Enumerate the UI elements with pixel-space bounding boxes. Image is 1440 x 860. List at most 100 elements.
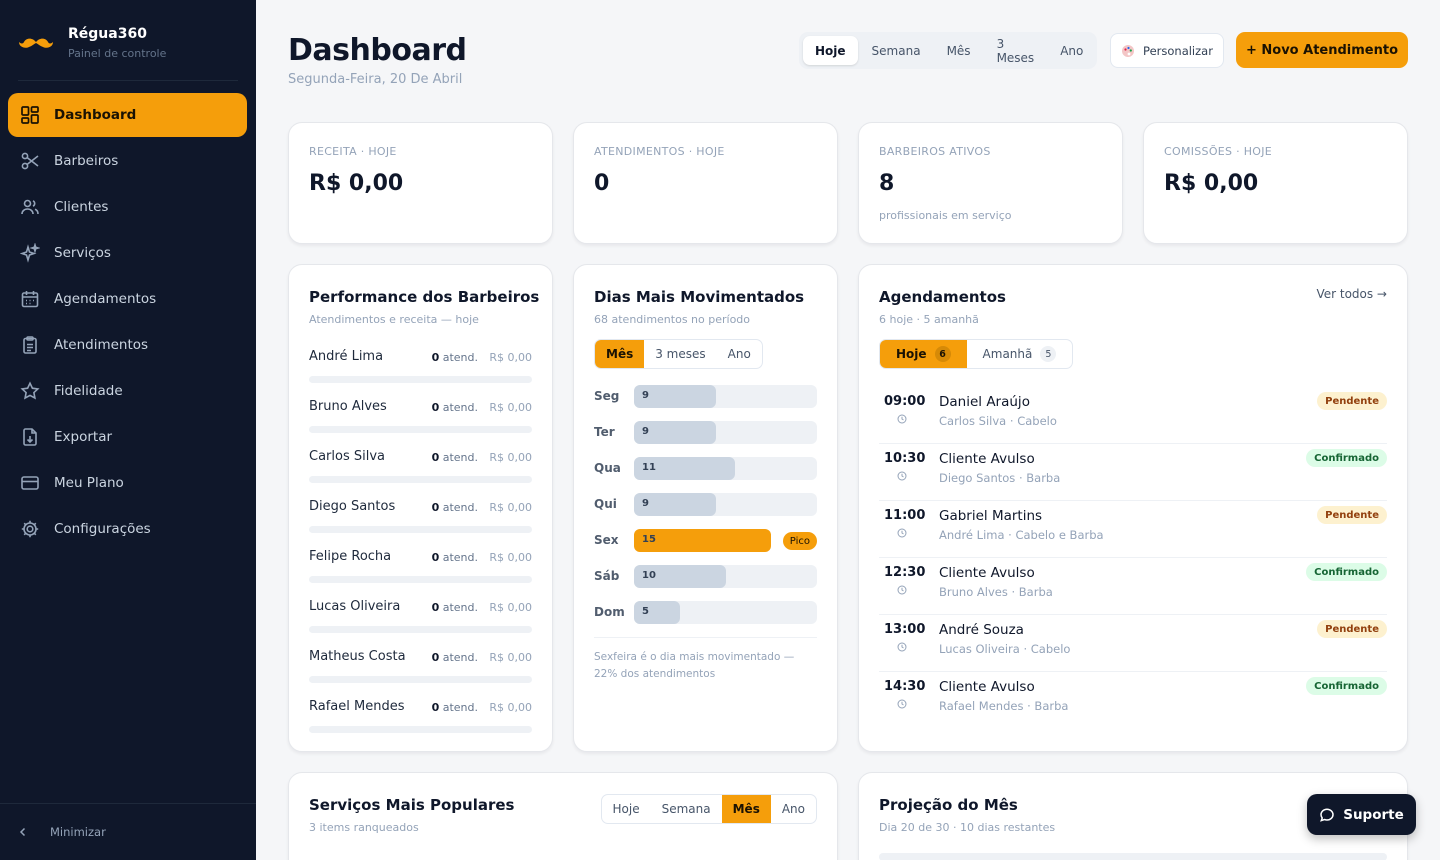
calendar-icon [21,291,39,308]
scissors-icon [21,152,39,170]
clock-icon [897,585,907,595]
kpi-label: BARBEIROS ATIVOS [879,145,991,158]
card-subtitle: Dia 20 de 30 · 10 dias restantes [879,821,1056,834]
tab-hoje[interactable]: Hoje 6 [880,340,967,368]
new-atendimento-button[interactable]: + Novo Atendimento [1236,32,1408,68]
day-bar-track: 5 [634,601,817,624]
tab-mes[interactable]: Mês [721,795,771,823]
barber-revenue: R$ 0,00 [489,351,532,364]
day-value: 15 [642,534,656,545]
tab-amanha[interactable]: Amanhã 5 [967,340,1073,368]
day-bar: 15 [634,529,771,552]
sidebar-item-agendamentos[interactable]: Agendamentos [8,277,247,321]
appointment-row[interactable]: 12:30 Cliente Avulso Bruno Alves · Barba Co… [879,558,1387,615]
clock-icon [897,642,907,652]
sidebar-item-label: Exportar [54,429,113,445]
count-value: 0 [431,701,440,714]
tab-hoje[interactable]: Hoje [803,36,858,65]
appointment-row[interactable]: 13:00 André Souza Lucas Oliveira · Cabelo P… [879,615,1387,672]
appointment-detail: André Lima · Cabelo e Barba [939,528,1104,542]
card-subtitle: 3 items ranqueados [309,821,419,834]
brand[interactable]: Régua360 Painel de controle [18,26,166,60]
popular-services-range-tabs: Hoje Semana Mês Ano [600,794,817,824]
count-value: 0 [431,601,440,614]
minimize-button[interactable]: Minimizar [0,803,256,860]
day-row: Seg 9 [594,385,817,408]
appointment-detail: Bruno Alves · Barba [939,585,1053,599]
barber-count: 0 atend. [432,401,478,414]
period-tabs: Hoje Semana Mês 3 Meses Ano [799,32,1097,69]
tab-mes[interactable]: Mês [946,43,971,58]
sidebar-item-exportar[interactable]: Exportar [8,415,247,459]
performance-card: Performance dos Barbeiros Atendimentos e… [288,264,553,752]
support-button[interactable]: Suporte [1307,794,1416,835]
card-subtitle: 6 hoje · 5 amanhã [879,313,979,326]
projection-progress-bar [879,853,1387,860]
appointment-client: Cliente Avulso [939,451,1035,467]
appointment-row[interactable]: 11:00 Gabriel Martins André Lima · Cabelo … [879,501,1387,558]
clock-icon [897,471,907,481]
view-all-link[interactable]: Ver todos → [1316,287,1387,301]
tab-semana[interactable]: Semana [661,802,711,816]
appointment-row[interactable]: 10:30 Cliente Avulso Diego Santos · Barba C… [879,444,1387,501]
sidebar-item-dashboard[interactable]: Dashboard [8,93,247,137]
card-title: Serviços Mais Populares [309,796,515,814]
tab-ano[interactable]: Ano [1060,43,1084,58]
tab-ano[interactable]: Ano [727,347,751,361]
appointment-detail: Rafael Mendes · Barba [939,699,1069,713]
count-value: 0 [431,401,440,414]
barber-progress-bar [309,576,532,583]
day-bar: 5 [634,601,680,624]
appointment-client: André Souza [939,622,1024,638]
sidebar-item-atendimentos[interactable]: Atendimentos [8,323,247,367]
kpi-card-receita: RECEITA · HOJE R$ 0,00 [288,122,553,244]
appointment-time: 12:30 [884,565,926,580]
kpi-card-comissoes: COMISSÕES · HOJE R$ 0,00 [1143,122,1408,244]
day-row: Qua 11 [594,457,817,480]
card-subtitle: 68 atendimentos no período [594,313,751,326]
users-icon [21,199,39,215]
tab-3-meses[interactable]: 3 meses [655,347,706,361]
appointment-row[interactable]: 14:30 Cliente Avulso Rafael Mendes · Barba… [879,672,1387,729]
sidebar-item-fidelidade[interactable]: Fidelidade [8,369,247,413]
count-badge: 5 [1040,346,1057,362]
tab-mes[interactable]: Mês [595,340,645,368]
tab-ano[interactable]: Ano [781,802,805,816]
appointment-client: Cliente Avulso [939,679,1035,695]
day-bar: 11 [634,457,735,480]
appointment-row[interactable]: 09:00 Daniel Araújo Carlos Silva · Cabelo P… [879,387,1387,444]
mustache-logo-icon [19,38,53,48]
sidebar-item-label: Atendimentos [54,337,149,353]
day-value: 9 [642,426,649,437]
day-value: 5 [642,606,649,617]
appointment-client: Cliente Avulso [939,565,1035,581]
sidebar-item-servicos[interactable]: Serviços [8,231,247,275]
kpi-value: R$ 0,00 [1164,171,1259,196]
appointment-time: 11:00 [884,508,926,523]
barber-count: 0 atend. [432,651,478,664]
count-unit: atend. [442,551,478,564]
barber-name: Carlos Silva [309,449,385,464]
sidebar-item-meu-plano[interactable]: Meu Plano [8,461,247,505]
tab-semana[interactable]: Semana [871,43,921,58]
clipboard-icon [23,336,37,354]
appointment-time: 14:30 [884,679,926,694]
count-value: 0 [431,351,440,364]
kpi-label: COMISSÕES · HOJE [1164,145,1273,158]
barber-name: Rafael Mendes [309,699,405,714]
tab-hoje[interactable]: Hoje [612,802,640,816]
customize-label: Personalizar [1143,43,1213,58]
day-label: Qui [594,497,617,511]
kpi-value: R$ 0,00 [309,171,404,196]
sidebar-item-label: Configurações [54,521,151,537]
appointments-day-tabs: Hoje 6 Amanhã 5 [879,339,1074,369]
tab-3-meses[interactable]: 3 Meses [996,36,1035,65]
sidebar-item-configuracoes[interactable]: Configurações [8,507,247,551]
day-bar-track: 11 [634,457,817,480]
sidebar-item-clientes[interactable]: Clientes [8,185,247,229]
barber-progress-bar [309,476,532,483]
customize-button[interactable]: Personalizar [1110,33,1224,68]
appointment-detail: Lucas Oliveira · Cabelo [939,642,1071,656]
day-bar-track: 10 [634,565,817,588]
sidebar-item-barbeiros[interactable]: Barbeiros [8,139,247,183]
